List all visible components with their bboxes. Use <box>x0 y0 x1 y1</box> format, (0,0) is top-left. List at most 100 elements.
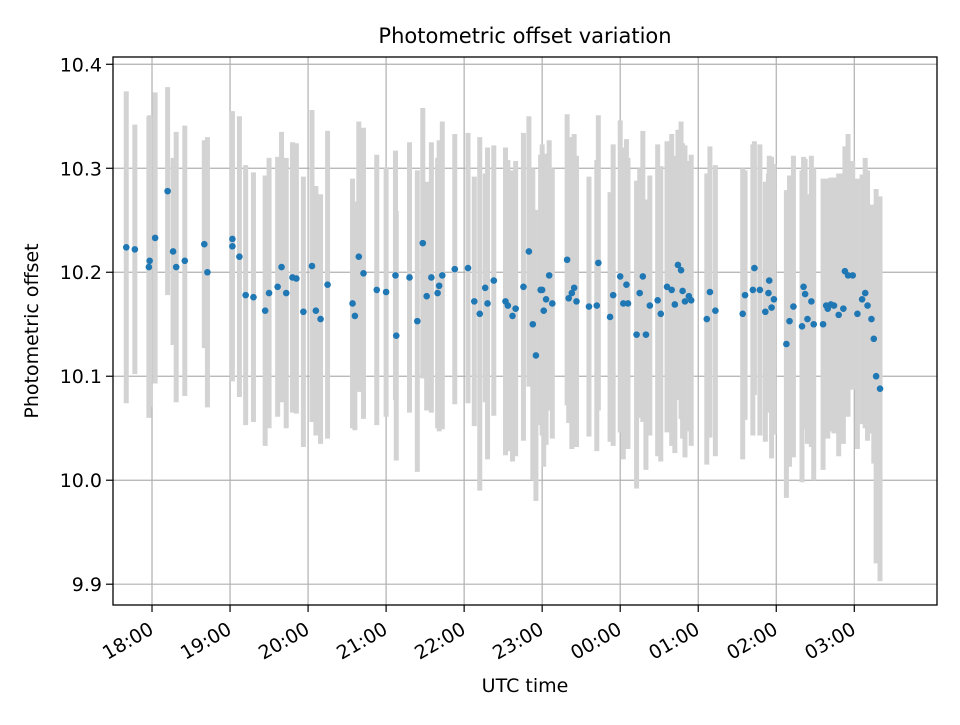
data-point <box>360 269 367 277</box>
data-point <box>573 298 580 305</box>
data-point <box>864 302 871 309</box>
data-point <box>428 274 435 281</box>
data-point <box>703 315 711 323</box>
data-point <box>204 268 211 276</box>
data-point <box>164 187 171 195</box>
data-point <box>751 264 758 272</box>
data-point <box>783 340 790 348</box>
data-point <box>706 288 714 296</box>
data-point <box>349 300 356 307</box>
data-point <box>646 302 654 309</box>
data-point <box>616 273 624 280</box>
data-point <box>800 283 807 291</box>
data-point <box>282 289 290 297</box>
data-point <box>317 315 324 323</box>
data-point <box>593 302 601 309</box>
data-point <box>804 315 811 323</box>
y-tick-label: 10.4 <box>60 54 102 76</box>
data-point <box>749 286 757 294</box>
data-point <box>520 283 527 291</box>
x-axis-label: UTC time <box>482 675 569 697</box>
data-point <box>639 273 647 280</box>
data-point <box>870 335 878 343</box>
data-point <box>169 248 177 255</box>
data-point <box>642 331 650 338</box>
data-point <box>261 307 269 315</box>
data-point <box>512 305 519 312</box>
data-point <box>712 307 719 315</box>
y-tick-label: 10.3 <box>60 158 102 180</box>
data-point <box>509 312 516 320</box>
data-point <box>540 307 548 315</box>
y-tick-label: 10.0 <box>60 470 102 492</box>
data-point <box>274 283 281 291</box>
data-point <box>538 286 546 294</box>
data-point <box>481 284 489 292</box>
data-point <box>565 294 572 302</box>
data-point <box>181 257 189 265</box>
data-point <box>419 239 427 247</box>
data-point <box>756 286 764 294</box>
data-point <box>355 253 363 260</box>
data-point <box>570 284 578 292</box>
data-point <box>545 272 553 279</box>
data-point <box>636 289 644 297</box>
data-point <box>423 292 430 300</box>
data-point <box>671 301 679 308</box>
y-axis-ticks: 9.9 10.0 10.1 10.2 10.3 10.4 <box>60 54 113 596</box>
data-point <box>657 310 665 318</box>
data-point <box>849 272 857 279</box>
data-point <box>242 291 249 299</box>
data-point <box>265 289 273 297</box>
data-point <box>484 300 491 307</box>
y-tick-label: 9.9 <box>72 574 102 596</box>
data-point <box>438 272 446 279</box>
data-point <box>131 246 139 253</box>
data-point <box>229 235 236 243</box>
data-point <box>674 261 682 269</box>
data-point <box>351 312 359 320</box>
data-point <box>585 303 593 310</box>
data-point <box>451 265 459 273</box>
data-point <box>609 291 617 299</box>
data-point <box>687 297 695 304</box>
data-point <box>854 310 861 318</box>
data-point <box>677 266 685 274</box>
data-point <box>663 283 671 291</box>
data-point <box>858 295 866 303</box>
data-point <box>595 259 602 267</box>
data-point <box>679 287 686 295</box>
data-point <box>236 253 243 260</box>
y-tick-label: 10.1 <box>60 366 102 388</box>
data-point <box>392 272 399 279</box>
data-point <box>770 295 778 303</box>
data-point <box>620 300 627 307</box>
data-point <box>490 277 498 284</box>
data-point <box>293 275 300 282</box>
data-point <box>872 372 880 380</box>
data-points <box>122 187 884 393</box>
data-point <box>406 274 413 281</box>
data-point <box>151 234 159 242</box>
data-point <box>549 300 556 307</box>
data-point <box>633 331 640 338</box>
data-point <box>762 308 769 316</box>
data-point <box>568 289 576 297</box>
data-point <box>434 289 441 297</box>
data-point <box>464 264 472 272</box>
data-point <box>382 288 390 296</box>
data-point <box>529 320 537 328</box>
data-point <box>765 277 773 284</box>
data-point <box>861 289 869 297</box>
data-point <box>819 320 827 328</box>
data-point <box>786 317 793 325</box>
data-point <box>668 286 675 294</box>
data-point <box>146 257 153 265</box>
data-point <box>145 263 153 271</box>
data-point <box>563 256 571 264</box>
data-point <box>810 320 818 328</box>
data-point <box>324 281 331 289</box>
data-point <box>830 302 838 309</box>
data-point <box>876 385 884 393</box>
